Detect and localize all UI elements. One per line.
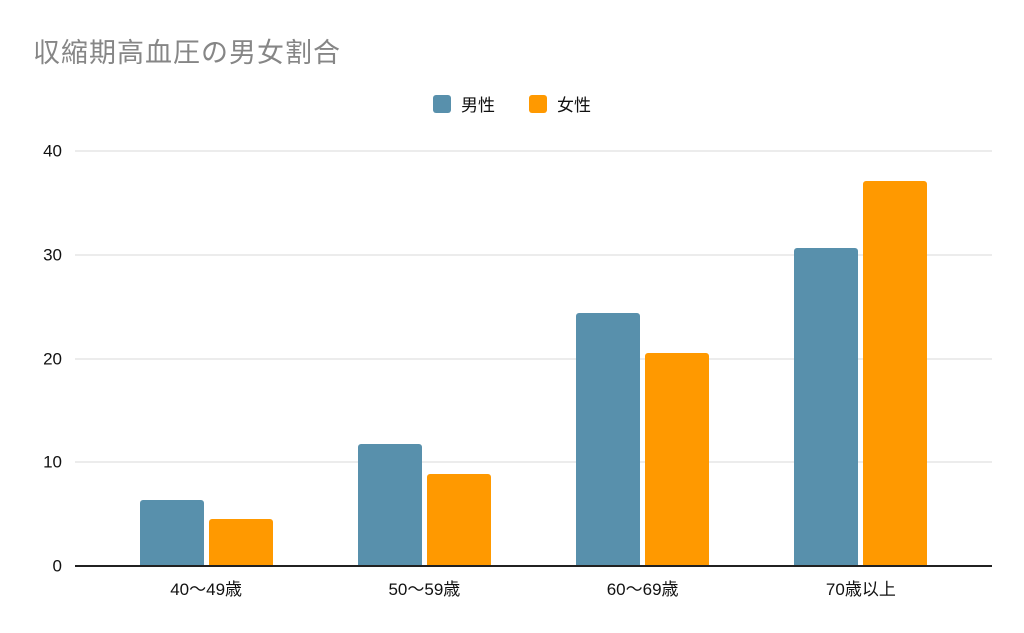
bar-group-3 [534, 151, 752, 566]
gridline-40 [75, 150, 992, 152]
y-tick-label-40: 40 [43, 141, 62, 161]
legend-item-female: 女性 [529, 91, 591, 116]
bar-group-1 [97, 151, 315, 566]
y-tick-label-30: 30 [43, 245, 62, 265]
gridline-30 [75, 254, 992, 256]
x-axis-line [75, 565, 992, 567]
legend-swatch-female [529, 94, 547, 113]
y-tick-label-10: 10 [43, 452, 62, 472]
bar-male-4 [794, 247, 859, 566]
bar-group-2 [315, 151, 533, 566]
bar-female-4 [863, 181, 928, 566]
y-tick-label-20: 20 [43, 349, 62, 368]
gridline-10 [75, 461, 992, 463]
legend-swatch-male [433, 94, 451, 113]
bar-groups [75, 151, 992, 566]
y-tick-label-0: 0 [52, 556, 62, 576]
x-axis-label-1: 40〜49歳 [170, 580, 243, 599]
bar-male-1 [139, 499, 204, 566]
x-axis-label-2: 50〜59歳 [388, 580, 461, 599]
plot-area: 0 10 20 30 40 [43, 143, 992, 575]
legend-item-male: 男性 [433, 91, 495, 116]
x-axis-labels: 40〜49歳 50〜59歳 60〜69歳 70歳以上 [75, 575, 992, 600]
gridline-20 [75, 358, 992, 359]
legend-label-female: 女性 [557, 96, 591, 115]
x-axis-label-4: 70歳以上 [825, 580, 896, 599]
bar-female-2 [426, 473, 491, 566]
bar-female-3 [645, 353, 710, 566]
bar-group-4 [752, 151, 970, 566]
bar-male-2 [357, 443, 422, 566]
bar-male-3 [576, 312, 641, 566]
bar-female-1 [208, 519, 273, 566]
legend-label-male: 男性 [461, 96, 495, 115]
x-axis-label-3: 60〜69歳 [606, 580, 679, 599]
chart-title: 収縮期高血圧の男女割合 [33, 38, 341, 68]
legend: 男性 女性 [0, 91, 1024, 116]
